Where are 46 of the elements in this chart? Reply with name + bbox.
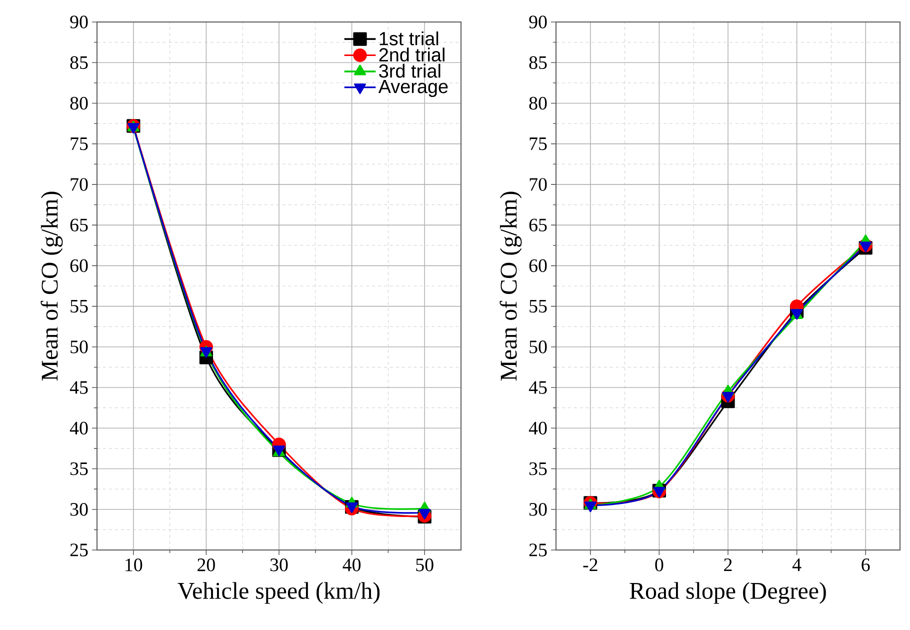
y-axis-title: Mean of CO (g/km) — [500, 192, 522, 381]
y-tick-label: 45 — [528, 381, 547, 394]
y-tick-label: 50 — [70, 340, 88, 354]
x-tick-label: 6 — [862, 558, 870, 572]
x-tick-label: 20 — [198, 558, 215, 572]
y-tick-label: 80 — [529, 96, 547, 110]
x-tick-label: 30 — [270, 558, 288, 572]
y-tick-label: 60 — [529, 259, 547, 272]
y-tick-label: 60 — [70, 259, 88, 272]
x-tick-label: 50 — [416, 558, 434, 572]
y-tick-label: 55 — [70, 300, 88, 313]
legend-label: 2nd trial — [379, 48, 444, 62]
y-tick-label: 85 — [529, 56, 547, 69]
x-tick-label: 0 — [655, 558, 664, 572]
x-axis-title: Vehicle speed (km/h) — [178, 582, 380, 604]
legend-label: 3rd trial — [379, 64, 440, 78]
y-tick-label: 40 — [528, 422, 547, 435]
x-tick-label: 4 — [792, 558, 802, 571]
x-axis-title: Road slope (Degree) — [630, 582, 826, 604]
y-tick-label: 45 — [70, 381, 88, 394]
y-tick-label: 25 — [70, 544, 88, 556]
y-tick-label: 65 — [70, 218, 88, 232]
legend-label: 1st trial — [380, 31, 438, 46]
y-tick-label: 70 — [530, 178, 547, 191]
x-tick-label: 40 — [342, 558, 361, 572]
y-tick-label: 75 — [70, 138, 88, 150]
x-tick-label: 10 — [126, 558, 142, 572]
y-tick-label: 50 — [530, 340, 547, 354]
y-tick-label: 35 — [529, 462, 547, 476]
y-tick-label: 80 — [70, 96, 88, 110]
x-tick-label: 2 — [724, 558, 732, 572]
y-tick-label: 30 — [529, 502, 547, 516]
y-tick-label: 70 — [70, 178, 88, 191]
y-tick-label: 65 — [529, 218, 547, 232]
x-tick-label: -2 — [583, 558, 598, 572]
y-tick-label: 25 — [529, 544, 547, 556]
y-tick-label: 30 — [70, 502, 88, 516]
y-tick-label: 90 — [70, 16, 88, 28]
y-tick-label: 90 — [529, 16, 547, 28]
y-tick-label: 75 — [530, 138, 547, 150]
y-tick-label: 35 — [70, 462, 88, 476]
y-tick-label: 55 — [530, 300, 547, 313]
y-tick-label: 85 — [70, 56, 88, 69]
y-axis-title: Mean of CO (g/km) — [40, 192, 63, 381]
legend-label: Average — [378, 80, 448, 97]
y-tick-label: 40 — [70, 422, 88, 435]
